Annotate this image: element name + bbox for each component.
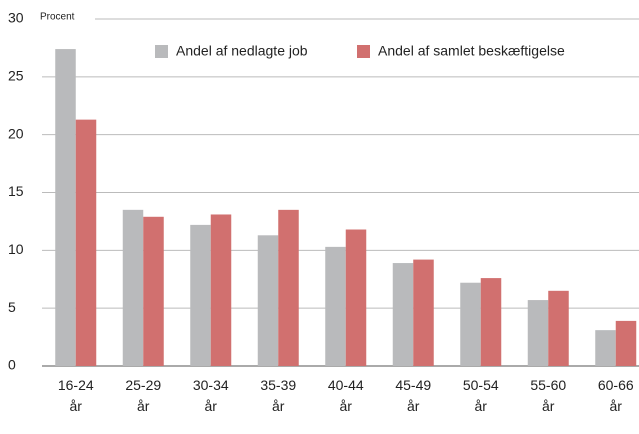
x-tick-label: 25-29 år: [125, 377, 161, 414]
bar: [413, 259, 434, 366]
x-tick-label: 50-54 år: [463, 377, 499, 414]
bar: [392, 263, 414, 366]
bar: [257, 235, 279, 366]
y-tick-label: 20: [8, 125, 24, 141]
bar: [615, 320, 637, 366]
bar: [190, 224, 211, 366]
y-tick-label: 25: [8, 68, 24, 84]
bar: [278, 209, 299, 366]
y-tick-label: 15: [8, 183, 24, 199]
bar: [55, 49, 76, 366]
bar: [480, 278, 502, 366]
bar: [345, 229, 367, 366]
y-tick-label: 0: [8, 357, 16, 373]
legend-swatch: [357, 45, 370, 58]
bar: [122, 209, 144, 366]
legend-label: Andel af nedlagte job: [176, 43, 308, 59]
bar: [143, 216, 164, 366]
x-tick-label: 16-24 år: [58, 377, 94, 414]
bar: [75, 119, 97, 366]
bar: [527, 300, 549, 366]
bar: [548, 290, 569, 366]
bar: [460, 282, 481, 366]
y-tick-label: 5: [8, 299, 16, 315]
bar: [210, 214, 232, 366]
x-tick-label: 55-60 år: [530, 377, 566, 414]
bar: [325, 246, 346, 366]
x-tick-label: 45-49 år: [395, 377, 431, 414]
x-tick-label: 40-44 år: [328, 377, 364, 414]
y-tick-label: 30: [8, 10, 24, 26]
bar: [595, 330, 616, 366]
x-tick-label: 30-34 år: [193, 377, 229, 414]
y-tick-label: 10: [8, 241, 24, 257]
y-axis-label: Procent: [40, 12, 75, 23]
x-tick-label: 35-39 år: [260, 377, 296, 414]
legend-swatch: [155, 45, 168, 58]
legend-label: Andel af samlet beskæftigelse: [378, 43, 565, 59]
x-tick-label: 60-66 år: [598, 377, 634, 414]
